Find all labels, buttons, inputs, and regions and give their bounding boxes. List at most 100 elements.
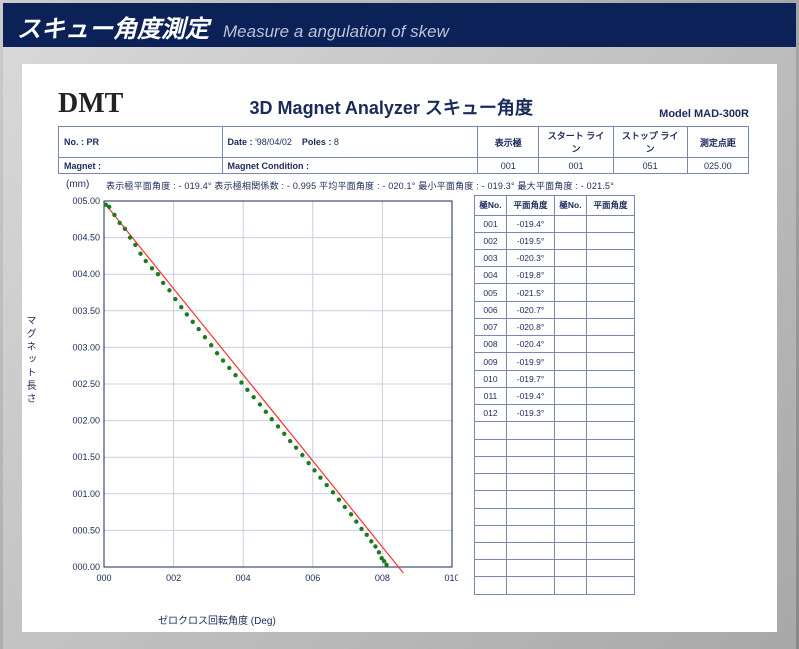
pole-td: 006 bbox=[475, 301, 507, 318]
pole-td: -019.4° bbox=[507, 387, 555, 404]
pole-td: -019.3° bbox=[507, 405, 555, 422]
pole-td bbox=[475, 560, 507, 577]
pole-td bbox=[475, 439, 507, 456]
pole-td bbox=[555, 250, 587, 267]
main-area: (mm) マグネット長さ ゼロクロス回転角度 (Deg) 000.00000.5… bbox=[58, 195, 749, 595]
svg-text:000: 000 bbox=[96, 573, 111, 583]
pole-td bbox=[587, 491, 635, 508]
y-unit: (mm) bbox=[66, 179, 89, 190]
pole-td: -019.5° bbox=[507, 232, 555, 249]
chart-svg: 000.00000.50001.00001.50002.00002.50003.… bbox=[58, 195, 458, 595]
pole-td: 005 bbox=[475, 284, 507, 301]
pole-td bbox=[555, 577, 587, 595]
pole-td bbox=[507, 577, 555, 595]
svg-text:000.50: 000.50 bbox=[72, 525, 100, 535]
chart: (mm) マグネット長さ ゼロクロス回転角度 (Deg) 000.00000.5… bbox=[58, 195, 458, 595]
pole-td: 012 bbox=[475, 405, 507, 422]
header-title-en: Measure a angulation of skew bbox=[223, 22, 449, 42]
pole-td bbox=[555, 405, 587, 422]
pole-td bbox=[555, 439, 587, 456]
svg-text:008: 008 bbox=[375, 573, 390, 583]
pole-th: 極No. bbox=[475, 196, 507, 216]
svg-text:005.00: 005.00 bbox=[72, 196, 100, 206]
pole-td bbox=[555, 543, 587, 560]
pole-td bbox=[555, 336, 587, 353]
x-label: ゼロクロス回転角度 (Deg) bbox=[158, 612, 276, 627]
pole-td bbox=[555, 508, 587, 525]
pole-td: 010 bbox=[475, 370, 507, 387]
svg-text:004: 004 bbox=[236, 573, 251, 583]
pole-td: -020.4° bbox=[507, 336, 555, 353]
pole-td bbox=[587, 232, 635, 249]
pole-td: 007 bbox=[475, 318, 507, 335]
svg-text:002.50: 002.50 bbox=[72, 379, 100, 389]
pole-td: -020.7° bbox=[507, 301, 555, 318]
pole-td bbox=[507, 525, 555, 542]
pole-td bbox=[587, 439, 635, 456]
pole-td bbox=[475, 491, 507, 508]
pole-td: 011 bbox=[475, 387, 507, 404]
pole-td bbox=[475, 474, 507, 491]
pole-td bbox=[587, 301, 635, 318]
pole-td bbox=[507, 474, 555, 491]
v2: 001 bbox=[539, 158, 613, 174]
date-cell: Date : '98/04/02 Poles : 8 bbox=[222, 127, 478, 158]
pole-td bbox=[555, 318, 587, 335]
pole-td bbox=[587, 560, 635, 577]
model-label: Model MAD-300R bbox=[659, 108, 749, 120]
panel: DMT 3D Magnet Analyzer スキュー角度 Model MAD-… bbox=[3, 47, 796, 649]
pole-td bbox=[587, 215, 635, 232]
pole-td bbox=[587, 387, 635, 404]
pole-td: 004 bbox=[475, 267, 507, 284]
y-label: マグネット長さ bbox=[22, 315, 37, 406]
pole-td bbox=[555, 474, 587, 491]
pole-td bbox=[555, 422, 587, 439]
paper-header: DMT 3D Magnet Analyzer スキュー角度 Model MAD-… bbox=[58, 88, 749, 120]
pole-td bbox=[475, 525, 507, 542]
pole-td bbox=[555, 387, 587, 404]
pole-td: 008 bbox=[475, 336, 507, 353]
outer-frame: スキュー角度測定 Measure a angulation of skew DM… bbox=[0, 0, 799, 649]
pole-td bbox=[587, 543, 635, 560]
pole-td: 003 bbox=[475, 250, 507, 267]
pole-th: 平面角度 bbox=[587, 196, 635, 216]
pole-td bbox=[555, 525, 587, 542]
pole-td: -019.7° bbox=[507, 370, 555, 387]
pole-td: -021.5° bbox=[507, 284, 555, 301]
header-title-jp: スキュー角度測定 bbox=[17, 9, 209, 44]
pole-td bbox=[555, 353, 587, 370]
pole-th: 極No. bbox=[555, 196, 587, 216]
pole-td: -020.3° bbox=[507, 250, 555, 267]
v1: 001 bbox=[478, 158, 539, 174]
svg-text:003.50: 003.50 bbox=[72, 306, 100, 316]
pole-td bbox=[475, 508, 507, 525]
pole-td bbox=[555, 284, 587, 301]
pole-td bbox=[587, 508, 635, 525]
pole-td bbox=[587, 353, 635, 370]
h4: 測定点距 bbox=[687, 127, 748, 158]
svg-text:002: 002 bbox=[166, 573, 181, 583]
pole-td: -020.8° bbox=[507, 318, 555, 335]
h1: 表示極 bbox=[478, 127, 539, 158]
pole-td bbox=[507, 456, 555, 473]
pole-td bbox=[555, 370, 587, 387]
pole-td bbox=[587, 370, 635, 387]
pole-td bbox=[555, 456, 587, 473]
pole-td: -019.8° bbox=[507, 267, 555, 284]
pole-td bbox=[507, 560, 555, 577]
pole-th: 平面角度 bbox=[507, 196, 555, 216]
info-table: No. : PR Date : '98/04/02 Poles : 8 表示極 … bbox=[58, 126, 749, 174]
pole-td bbox=[587, 284, 635, 301]
pole-td bbox=[587, 422, 635, 439]
v4: 025.00 bbox=[687, 158, 748, 174]
svg-text:002.00: 002.00 bbox=[72, 416, 100, 426]
svg-text:004.50: 004.50 bbox=[72, 233, 100, 243]
svg-text:010: 010 bbox=[444, 573, 458, 583]
pole-td bbox=[475, 577, 507, 595]
pole-td bbox=[587, 267, 635, 284]
pole-td bbox=[475, 543, 507, 560]
pole-td: 002 bbox=[475, 232, 507, 249]
pole-table: 極No.平面角度極No.平面角度001-019.4°002-019.5°003-… bbox=[474, 195, 635, 595]
svg-text:000.00: 000.00 bbox=[72, 562, 100, 572]
pole-td: -019.9° bbox=[507, 353, 555, 370]
